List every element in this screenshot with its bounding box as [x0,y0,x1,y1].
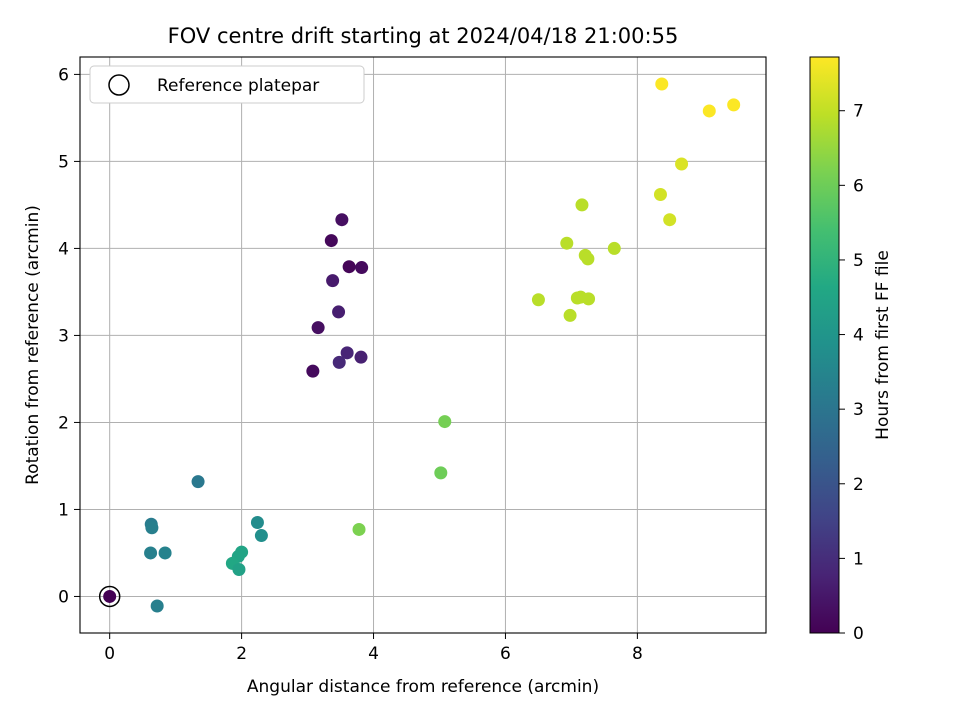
colorbar-tick-label: 0 [853,624,864,644]
scatter-point [653,187,667,201]
colorbar-tick-label: 6 [853,176,864,196]
scatter-point [158,546,172,560]
legend-reference-marker [108,74,130,96]
scatter-point [340,346,354,360]
colorbar-ticks: 0 1 2 3 4 5 6 7 [839,102,864,644]
scatter-point [727,98,741,112]
scatter-point [354,350,368,364]
scatter-point [582,292,596,306]
y-axis-label: Rotation from reference (arcmin) [23,205,43,485]
scatter-point [326,274,340,288]
scatter-point [150,599,164,613]
scatter-point [560,236,574,250]
scatter-point [232,562,246,576]
scatter-point [324,234,338,248]
scatter-point [103,589,117,603]
scatter-point [355,261,369,275]
legend-entry-reference: Reference platepar [157,76,319,96]
colorbar-tick-label: 5 [853,251,864,271]
scatter-point [306,364,320,378]
scatter-point [145,521,159,535]
y-tick-label: 3 [58,326,69,346]
y-tick-label: 5 [58,152,69,172]
colorbar-gradient [809,56,840,634]
x-tick-label: 4 [368,644,379,664]
scatter-point [581,252,595,266]
chart-title: FOV centre drift starting at 2024/04/18 … [168,24,679,48]
y-axis-ticks: 0 1 2 3 4 5 6 [58,65,80,607]
y-tick-label: 2 [58,413,69,433]
x-tick-label: 8 [632,644,643,664]
scatter-point [438,415,452,429]
colorbar-tick-label: 3 [853,400,864,420]
grid-lines [80,57,766,633]
scatter-point [191,475,205,489]
scatter-point [144,546,158,560]
reference-marker [98,585,121,608]
x-axis-ticks: 0 2 4 6 8 [104,633,643,664]
scatter-point [575,198,589,212]
scatter-point [663,213,677,227]
scatter-point [352,522,366,536]
y-tick-label: 1 [58,500,69,520]
x-axis-label: Angular distance from reference (arcmin) [247,677,599,697]
legend-box [89,65,365,104]
reference-marker-group [98,585,121,608]
colorbar-tick-label: 4 [853,326,864,346]
scatter-point [254,529,268,543]
x-tick-label: 6 [500,644,511,664]
colorbar: 0 1 2 3 4 5 6 7 Hours from first FF file [809,56,893,644]
x-tick-label: 0 [104,644,115,664]
y-tick-label: 6 [58,65,69,85]
scatter-point [655,77,669,91]
y-tick-label: 0 [58,587,69,607]
colorbar-label: Hours from first FF file [873,250,893,440]
scatter-point [332,355,346,369]
colorbar-tick-label: 7 [853,102,864,122]
data-points [103,77,741,613]
x-tick-label: 2 [236,644,247,664]
scatter-point [332,305,346,319]
scatter-point [342,260,356,274]
colorbar-tick-label: 1 [853,549,864,569]
scatter-point [563,308,577,322]
plot-frame [79,56,767,634]
scatter-point [311,321,325,335]
scatter-point [434,466,448,480]
scatter-point [531,293,545,307]
scatter-point [675,157,689,171]
legend: Reference platepar [89,65,365,104]
scatter-point [702,104,716,118]
colorbar-tick-label: 2 [853,475,864,495]
scatter-point [250,515,264,529]
scatter-point [607,241,621,255]
y-tick-label: 4 [58,239,69,259]
scatter-point [335,213,349,227]
